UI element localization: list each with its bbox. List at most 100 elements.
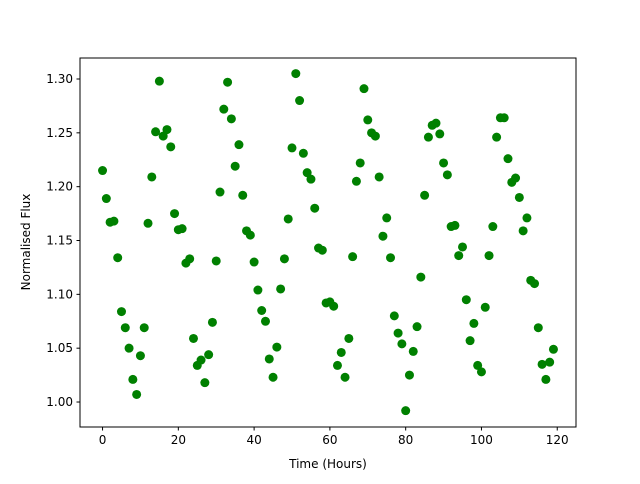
point [207, 317, 217, 327]
point [188, 333, 198, 343]
point [541, 374, 551, 384]
point [401, 406, 411, 416]
point [260, 316, 270, 326]
point [272, 342, 282, 352]
x-tick-label: 40 [246, 433, 261, 447]
point [439, 158, 449, 168]
point [283, 214, 293, 224]
point [416, 272, 426, 282]
point [154, 76, 164, 86]
point [382, 213, 392, 223]
point [264, 354, 274, 364]
point [226, 114, 236, 124]
point [211, 256, 221, 266]
point [124, 343, 134, 353]
x-tick-label: 120 [546, 433, 569, 447]
point [177, 224, 187, 234]
y-tick-label: 1.10 [46, 287, 73, 301]
point [518, 226, 528, 236]
point [166, 142, 176, 152]
point [480, 302, 490, 312]
point [200, 378, 210, 388]
point [488, 222, 498, 232]
point [268, 372, 278, 382]
point [545, 357, 555, 367]
point [116, 307, 126, 317]
point [386, 253, 396, 263]
point [238, 190, 248, 200]
point [120, 323, 130, 333]
point [450, 220, 460, 230]
point [291, 69, 301, 79]
point [537, 359, 547, 369]
point [348, 252, 358, 262]
point [465, 336, 475, 346]
point [408, 346, 418, 356]
y-tick-label: 1.00 [46, 395, 73, 409]
point [378, 231, 388, 241]
point [98, 166, 108, 176]
point [344, 333, 354, 343]
point [101, 194, 111, 204]
y-tick-label: 1.20 [46, 180, 73, 194]
point [223, 77, 233, 87]
point [329, 301, 339, 311]
point [143, 218, 153, 228]
point [147, 172, 157, 182]
point [522, 213, 532, 223]
point [351, 176, 361, 186]
point [454, 251, 464, 261]
x-tick-label: 100 [470, 433, 493, 447]
point [185, 254, 195, 264]
point [139, 323, 149, 333]
point [420, 190, 430, 200]
point [336, 347, 346, 357]
point [435, 129, 445, 139]
point [317, 245, 327, 255]
point [461, 295, 471, 305]
point [393, 328, 403, 338]
point [548, 344, 558, 354]
point [503, 154, 513, 164]
point [298, 148, 308, 158]
point [204, 350, 214, 360]
point [374, 172, 384, 182]
point [245, 230, 255, 240]
point [196, 355, 206, 365]
point [340, 372, 350, 382]
y-axis-label: Normalised Flux [19, 194, 33, 291]
point [397, 339, 407, 349]
point [492, 132, 502, 142]
point [306, 174, 316, 184]
x-axis-label: Time (Hours) [288, 457, 367, 471]
point [128, 374, 138, 384]
point [215, 187, 225, 197]
point [359, 84, 369, 94]
point [514, 192, 524, 202]
point [295, 96, 305, 106]
point [363, 115, 373, 125]
point [170, 209, 180, 219]
point [484, 251, 494, 261]
point [151, 127, 161, 137]
point [389, 311, 399, 321]
point [249, 257, 259, 267]
point [511, 173, 521, 183]
y-tick-label: 1.25 [46, 126, 73, 140]
point [476, 367, 486, 377]
point [442, 170, 452, 180]
point [310, 203, 320, 213]
point [533, 323, 543, 333]
point [279, 254, 289, 264]
point [219, 104, 229, 114]
x-tick-label: 80 [398, 433, 413, 447]
point [469, 318, 479, 328]
point [276, 284, 286, 294]
y-tick-label: 1.30 [46, 72, 73, 86]
point [135, 351, 145, 361]
point [355, 158, 365, 168]
x-tick-label: 20 [171, 433, 186, 447]
point [458, 242, 468, 252]
point [234, 140, 244, 150]
